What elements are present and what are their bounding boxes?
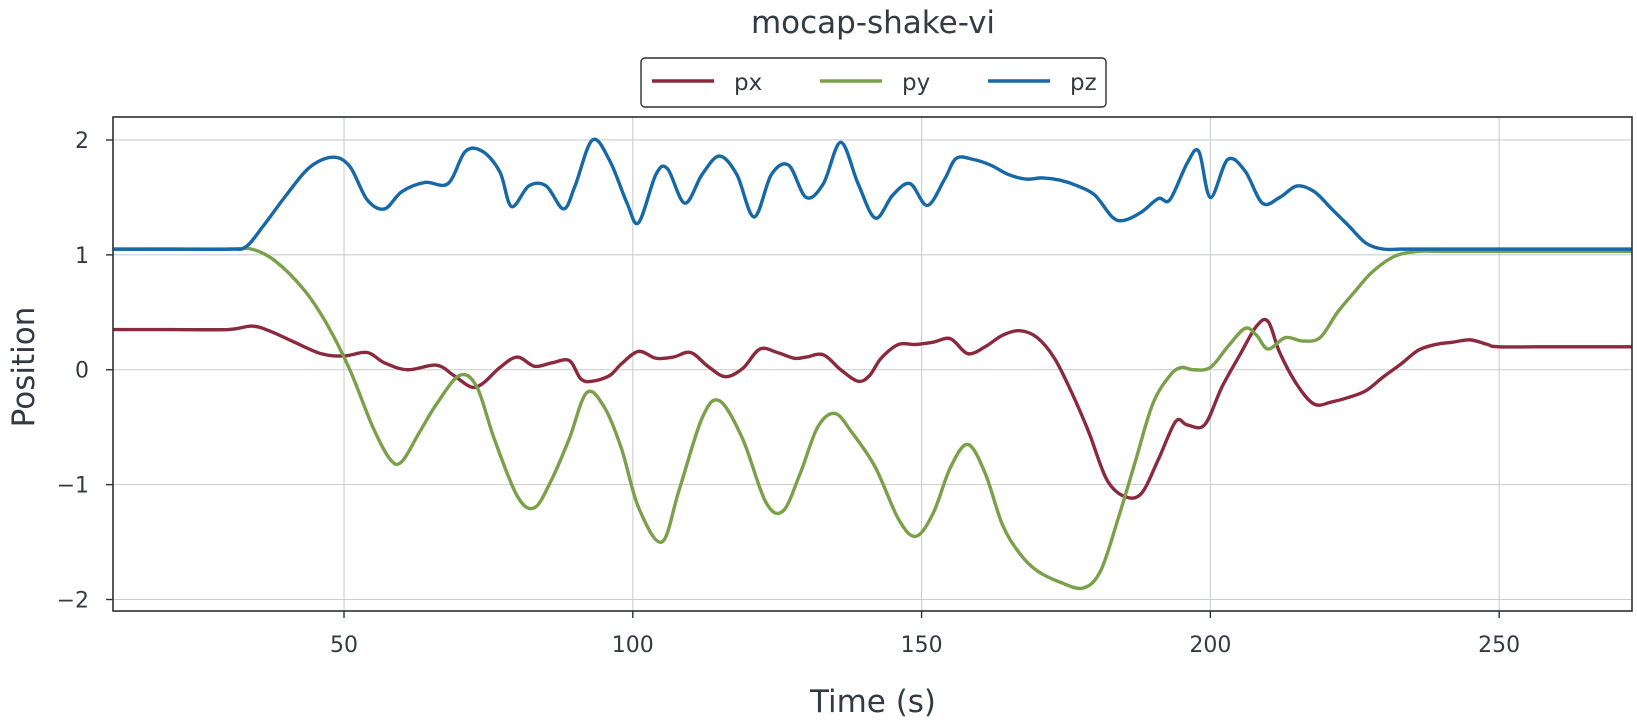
x-axis-label: Time (s)	[809, 684, 936, 720]
series-line-pz	[113, 137, 1632, 252]
y-tick-label: 1	[75, 244, 89, 269]
series-line-py	[113, 246, 1632, 591]
x-tick-label: 150	[901, 633, 943, 658]
y-tick-label: −1	[57, 474, 89, 499]
x-tick-label: 100	[612, 633, 654, 658]
y-tick-label: 0	[75, 359, 89, 384]
axis-ticks: 50 100 150 200 250 −2 −1 0 1 2	[57, 129, 1521, 658]
x-tick-label: 50	[330, 633, 358, 658]
legend: px py pz	[640, 57, 1107, 108]
series-line-px	[113, 317, 1632, 500]
legend-label-px: px	[734, 70, 762, 96]
grid-lines	[113, 117, 1632, 611]
y-tick-label: −2	[57, 589, 89, 614]
x-tick-label: 200	[1189, 633, 1231, 658]
series-layer	[113, 137, 1632, 591]
chart-title: mocap-shake-vi	[751, 5, 995, 41]
x-tick-label: 250	[1478, 633, 1520, 658]
legend-label-py: py	[902, 70, 930, 96]
legend-label-pz: pz	[1070, 70, 1097, 96]
y-axis-label: Position	[6, 307, 42, 428]
plot-frame	[112, 116, 1633, 612]
y-tick-label: 2	[75, 129, 89, 154]
